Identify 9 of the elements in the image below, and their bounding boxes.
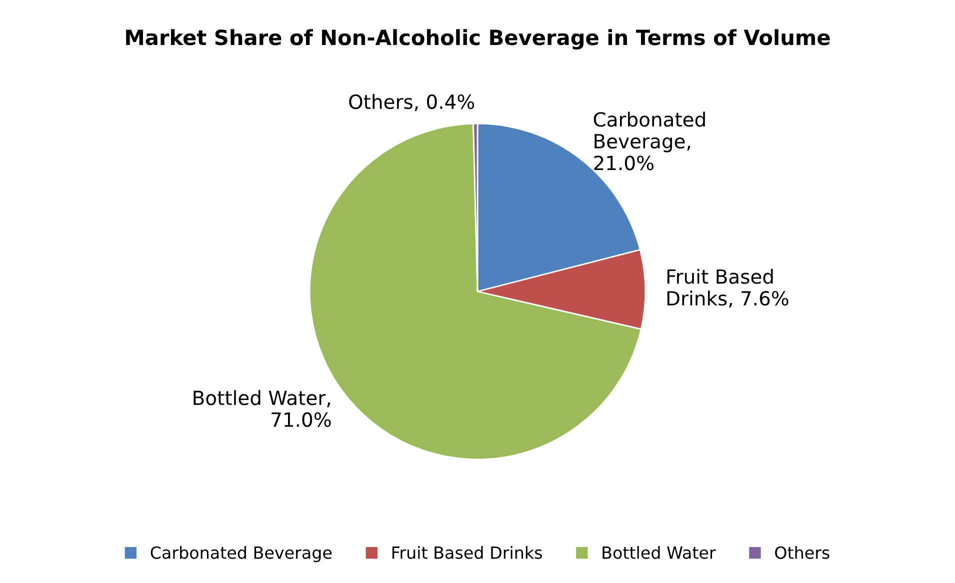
legend-label: Fruit Based Drinks [392, 546, 542, 559]
legend-label: Others [775, 546, 830, 559]
data-label: Carbonated Beverage, 21.0% [594, 112, 705, 170]
data-label: Others, 0.4% [349, 94, 474, 112]
legend-label: Carbonated Beverage [150, 546, 332, 562]
legend-label: Bottled Water [602, 546, 716, 559]
chart-title: Market Share of Non-Alcoholic Beverage in Terms of Volume [126, 29, 830, 50]
data-label: Bottled Water, 71.0% [194, 390, 331, 427]
data-label: Fruit Based Drinks, 7.6% [667, 268, 788, 308]
